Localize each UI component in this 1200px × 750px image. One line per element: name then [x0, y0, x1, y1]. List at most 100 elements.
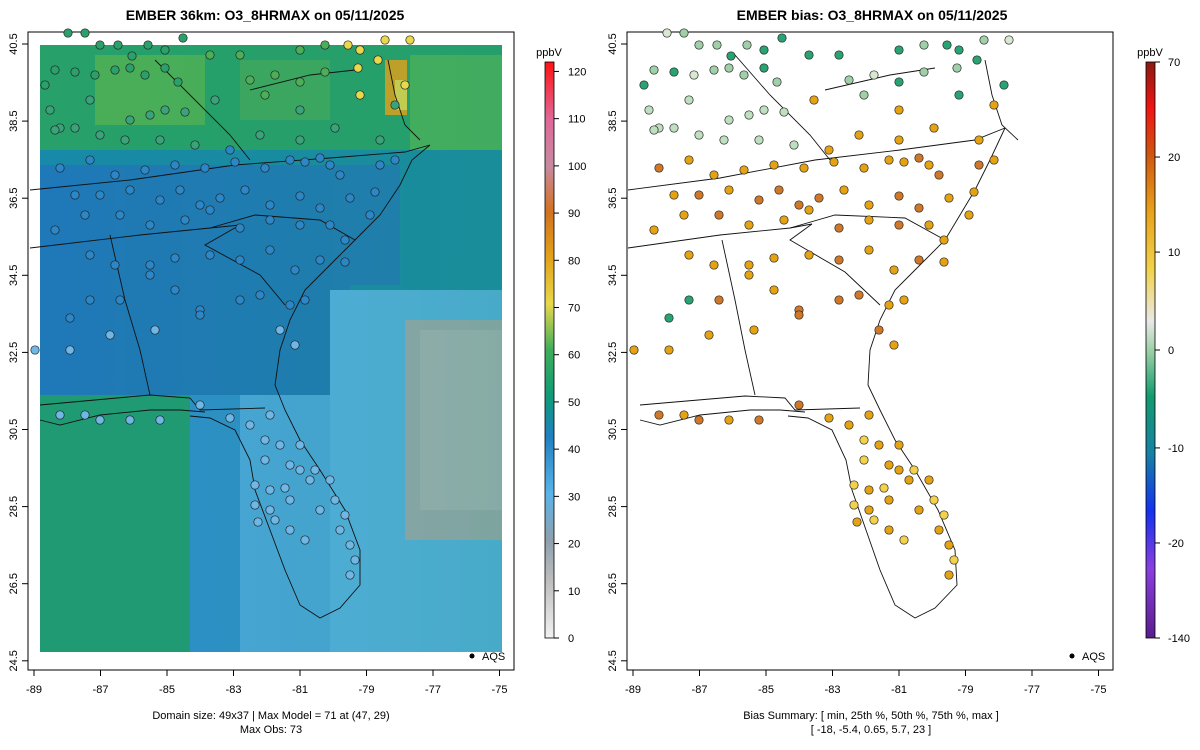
- observation-site-dot: [95, 40, 105, 50]
- observation-site-dot: [275, 440, 285, 450]
- observation-site-dot: [105, 330, 115, 340]
- observation-site-dot: [253, 517, 263, 527]
- bias-site-dot: [854, 130, 864, 140]
- observation-site-dot: [205, 250, 215, 260]
- bias-site-dot: [849, 500, 859, 510]
- bias-site-dot: [944, 193, 954, 203]
- right-plot-frame: [626, 31, 1114, 671]
- right-boundaries: [627, 54, 1019, 619]
- bias-site-dot: [864, 505, 874, 515]
- observation-site-dot: [113, 40, 123, 50]
- left-footer-line1: Domain size: 49x37 | Max Model = 71 at (…: [152, 710, 389, 722]
- observation-site-dot: [300, 535, 310, 545]
- bias-site-dot: [744, 110, 754, 120]
- y-tick-label: 40.5: [607, 33, 619, 54]
- bias-site-dot: [684, 295, 694, 305]
- bias-site-dot: [744, 220, 754, 230]
- bias-site-dot: [726, 51, 736, 61]
- observation-site-dot: [125, 185, 135, 195]
- bias-site-dot: [889, 340, 899, 350]
- y-tick-label: 24.5: [607, 650, 619, 671]
- right-panel: EMBER bias: O3_8HRMAX on 05/11/2025 -89-…: [607, 7, 1190, 736]
- bias-site-dot: [939, 510, 949, 520]
- bias-site-dot: [864, 410, 874, 420]
- observation-site-dot: [315, 505, 325, 515]
- observation-site-dot: [375, 160, 385, 170]
- bias-site-dot: [754, 415, 764, 425]
- observation-site-dot: [255, 290, 265, 300]
- observation-site-dot: [150, 325, 160, 335]
- observation-site-dot: [340, 257, 350, 267]
- observation-site-dot: [260, 455, 270, 465]
- y-tick-label: 38.5: [8, 110, 20, 131]
- left-plot-frame: [27, 31, 515, 671]
- left-panel: EMBER 36km: O3_8HRMAX on 05/11/2025: [8, 7, 586, 736]
- bias-site-dot: [779, 107, 789, 117]
- bias-site-dot: [859, 163, 869, 173]
- bias-site-dot: [909, 465, 919, 475]
- observation-site-dot: [205, 205, 215, 215]
- right-colorbar-ticks: 70 20 10 0 -10 -20 -140: [1155, 57, 1190, 645]
- bias-site-dot: [894, 440, 904, 450]
- bias-site-dot: [904, 475, 914, 485]
- observation-site-dot: [373, 55, 383, 65]
- bias-site-dot: [769, 285, 779, 295]
- right-footer-line2: [ -18, -5.4, 0.65, 5.7, 23 ]: [811, 724, 931, 736]
- colorbar-tick-label: 10: [1168, 247, 1180, 259]
- observation-site-dot: [375, 135, 385, 145]
- bias-site-dot: [989, 100, 999, 110]
- bias-site-dot: [759, 45, 769, 55]
- y-tick-label: 38.5: [607, 110, 619, 131]
- observation-site-dot: [110, 65, 120, 75]
- bias-site-dot: [934, 170, 944, 180]
- observation-site-dot: [215, 193, 225, 203]
- bias-site-dot: [964, 210, 974, 220]
- bias-site-dot: [794, 310, 804, 320]
- observation-site-dot: [85, 295, 95, 305]
- x-tick-label: -83: [825, 684, 841, 696]
- bias-site-dot: [809, 95, 819, 105]
- bias-site-dot: [894, 77, 904, 87]
- bias-site-dot: [662, 28, 672, 38]
- observation-site-dot: [85, 155, 95, 165]
- observation-site-dot: [95, 190, 105, 200]
- observation-site-dot: [145, 260, 155, 270]
- bias-site-dot: [894, 465, 904, 475]
- observation-site-dot: [285, 525, 295, 535]
- observation-site-dot: [325, 475, 335, 485]
- observation-site-dot: [235, 50, 245, 60]
- observation-site-dot: [120, 135, 130, 145]
- observation-site-dot: [335, 170, 345, 180]
- bias-site-dot: [864, 200, 874, 210]
- x-tick-label: -87: [93, 684, 109, 696]
- observation-site-dot: [85, 95, 95, 105]
- bias-site-dot: [779, 215, 789, 225]
- bias-site-dot: [744, 270, 754, 280]
- bias-site-dot: [954, 90, 964, 100]
- bias-site-dot: [914, 153, 924, 163]
- y-tick-label: 28.5: [607, 496, 619, 517]
- bias-site-dot: [709, 65, 719, 75]
- right-panel-title: EMBER bias: O3_8HRMAX on 05/11/2025: [737, 7, 1008, 23]
- observation-site-dot: [70, 67, 80, 77]
- colorbar-tick-label: 60: [568, 350, 580, 362]
- bias-site-dot: [859, 435, 869, 445]
- bias-site-dot: [644, 105, 654, 115]
- observation-site-dot: [295, 135, 305, 145]
- y-tick-label: 40.5: [8, 33, 20, 54]
- bias-site-dot: [629, 345, 639, 355]
- bias-site-dot: [714, 295, 724, 305]
- observation-site-dot: [110, 260, 120, 270]
- observation-site-dot: [143, 40, 153, 50]
- bias-site-dot: [639, 80, 649, 90]
- observation-site-dot: [240, 185, 250, 195]
- y-tick-label: 34.5: [607, 265, 619, 286]
- observation-site-dot: [315, 203, 325, 213]
- x-tick-label: -77: [425, 684, 441, 696]
- bias-site-dot: [684, 250, 694, 260]
- bias-site-dot: [914, 203, 924, 213]
- bias-site-dot: [854, 290, 864, 300]
- model-field-raster: [40, 45, 502, 652]
- right-colorbar-unit: ppbV: [1137, 47, 1163, 59]
- bias-site-dot: [709, 260, 719, 270]
